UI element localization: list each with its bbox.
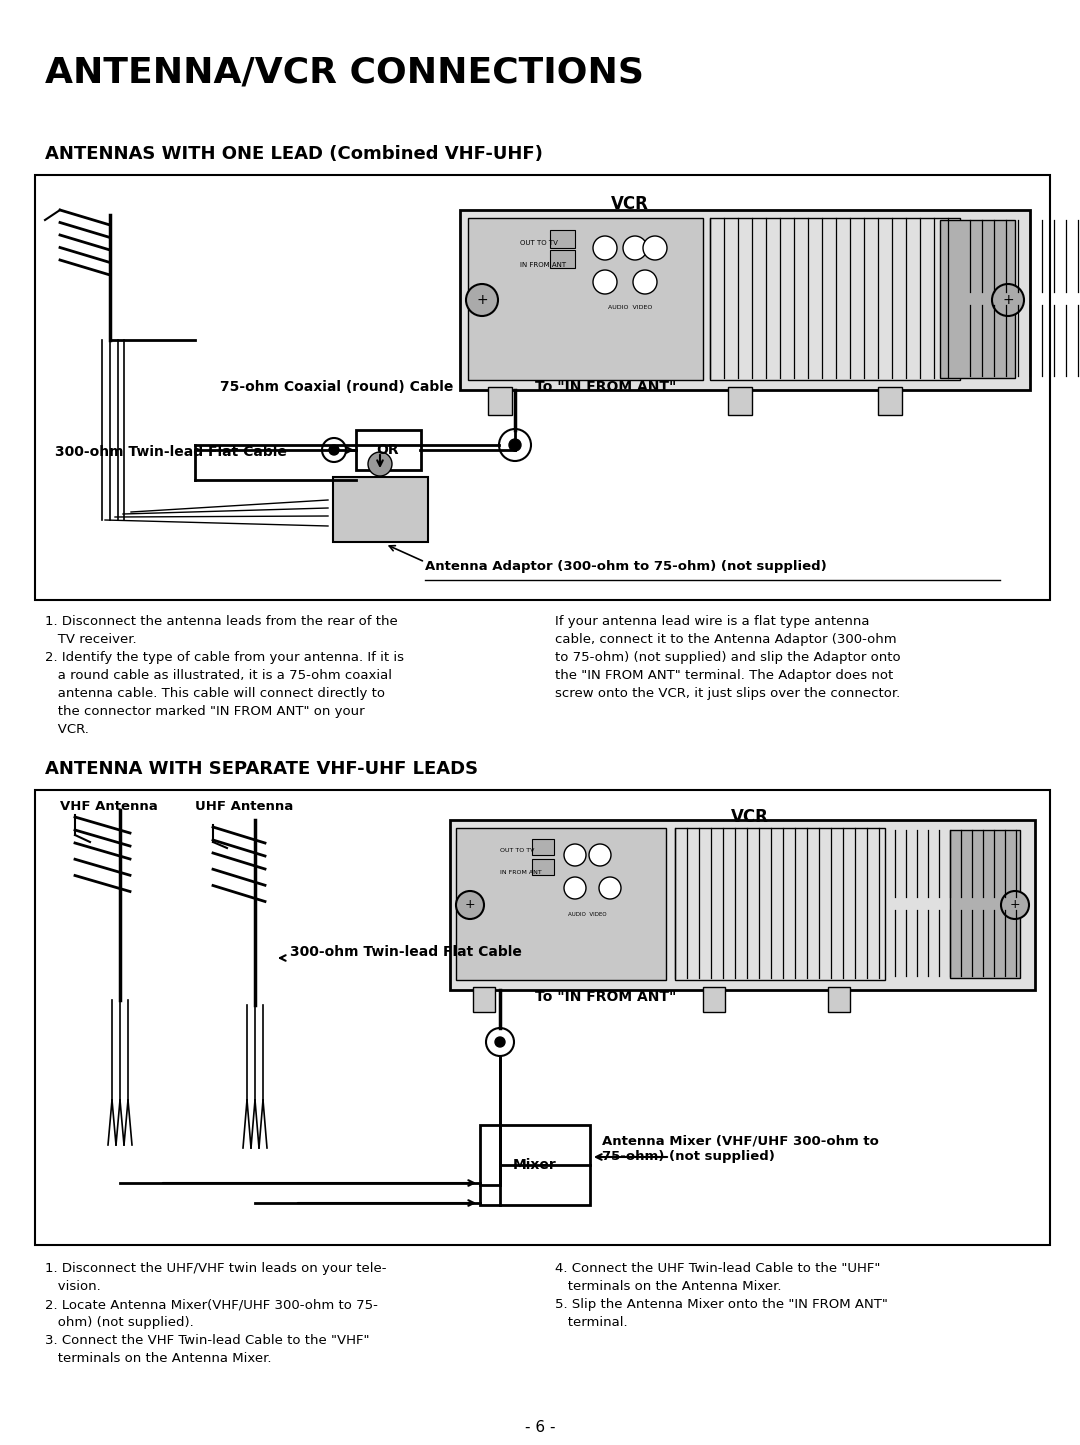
Text: ohm) (not supplied).: ohm) (not supplied). — [45, 1316, 193, 1329]
Text: IN FROM ANT: IN FROM ANT — [500, 870, 542, 876]
Text: vision.: vision. — [45, 1280, 100, 1293]
Bar — [473, 987, 495, 1011]
Text: Antenna Adaptor (300-ohm to 75-ohm) (not supplied): Antenna Adaptor (300-ohm to 75-ohm) (not… — [426, 561, 827, 574]
Text: ANTENNAS WITH ONE LEAD (Combined VHF-UHF): ANTENNAS WITH ONE LEAD (Combined VHF-UHF… — [45, 144, 543, 163]
Text: 4. Connect the UHF Twin-lead Cable to the "UHF": 4. Connect the UHF Twin-lead Cable to th… — [555, 1261, 880, 1274]
Circle shape — [643, 236, 667, 260]
Text: VCR: VCR — [731, 808, 769, 827]
Text: Mixer: Mixer — [513, 1157, 557, 1172]
Text: VCR.: VCR. — [45, 722, 89, 736]
Text: cable, connect it to the Antenna Adaptor (300-ohm: cable, connect it to the Antenna Adaptor… — [555, 633, 896, 646]
Circle shape — [599, 877, 621, 899]
Circle shape — [322, 438, 346, 462]
Text: 5. Slip the Antenna Mixer onto the "IN FROM ANT": 5. Slip the Antenna Mixer onto the "IN F… — [555, 1298, 888, 1311]
Circle shape — [465, 285, 498, 316]
Bar — [728, 387, 752, 415]
Text: 2. Identify the type of cable from your antenna. If it is: 2. Identify the type of cable from your … — [45, 652, 404, 665]
Text: +: + — [476, 293, 488, 306]
Bar — [828, 987, 850, 1011]
Text: 1. Disconnect the antenna leads from the rear of the: 1. Disconnect the antenna leads from the… — [45, 616, 397, 629]
Text: AUDIO  VIDEO: AUDIO VIDEO — [608, 305, 652, 311]
Text: If your antenna lead wire is a flat type antenna: If your antenna lead wire is a flat type… — [555, 616, 869, 629]
Bar — [456, 828, 666, 980]
Bar — [940, 220, 1015, 379]
Circle shape — [993, 285, 1024, 316]
Bar — [675, 828, 885, 980]
Bar — [35, 790, 1050, 1246]
Bar — [468, 218, 703, 380]
Text: 300-ohm Twin-lead Flat Cable: 300-ohm Twin-lead Flat Cable — [291, 945, 522, 959]
Text: antenna cable. This cable will connect directly to: antenna cable. This cable will connect d… — [45, 686, 384, 699]
Text: VHF Antenna: VHF Antenna — [60, 801, 158, 814]
Text: the connector marked "IN FROM ANT" on your: the connector marked "IN FROM ANT" on yo… — [45, 705, 365, 718]
Circle shape — [633, 270, 657, 293]
Circle shape — [589, 844, 611, 866]
Circle shape — [509, 439, 521, 451]
Text: +: + — [1002, 293, 1014, 306]
Circle shape — [1001, 892, 1029, 919]
Circle shape — [564, 844, 586, 866]
Bar — [450, 819, 1035, 990]
Circle shape — [564, 877, 586, 899]
Text: - 6 -: - 6 - — [525, 1420, 555, 1435]
Text: terminals on the Antenna Mixer.: terminals on the Antenna Mixer. — [45, 1353, 271, 1366]
Bar — [460, 210, 1030, 390]
Bar — [532, 840, 554, 855]
Bar — [532, 858, 554, 876]
Bar — [356, 431, 421, 470]
Text: +: + — [464, 899, 475, 912]
Circle shape — [368, 452, 392, 475]
Text: AUDIO  VIDEO: AUDIO VIDEO — [568, 912, 607, 918]
Text: Antenna Mixer (VHF/UHF 300-ohm to
75-ohm) (not supplied): Antenna Mixer (VHF/UHF 300-ohm to 75-ohm… — [602, 1134, 879, 1163]
Bar — [488, 387, 512, 415]
Circle shape — [593, 270, 617, 293]
Text: to 75-ohm) (not supplied) and slip the Adaptor onto: to 75-ohm) (not supplied) and slip the A… — [555, 652, 901, 665]
Circle shape — [495, 1038, 505, 1048]
Text: +: + — [1010, 899, 1021, 912]
Text: ANTENNA/VCR CONNECTIONS: ANTENNA/VCR CONNECTIONS — [45, 55, 644, 90]
Text: a round cable as illustrated, it is a 75-ohm coaxial: a round cable as illustrated, it is a 75… — [45, 669, 392, 682]
Text: terminals on the Antenna Mixer.: terminals on the Antenna Mixer. — [555, 1280, 782, 1293]
Text: terminal.: terminal. — [555, 1316, 627, 1329]
Text: 1. Disconnect the UHF/VHF twin leads on your tele-: 1. Disconnect the UHF/VHF twin leads on … — [45, 1261, 387, 1274]
Circle shape — [329, 445, 339, 455]
Text: 75-ohm Coaxial (round) Cable: 75-ohm Coaxial (round) Cable — [220, 380, 454, 394]
Text: UHF Antenna: UHF Antenna — [195, 801, 294, 814]
Text: 300-ohm Twin-lead Flat Cable: 300-ohm Twin-lead Flat Cable — [55, 445, 287, 460]
Text: 3. Connect the VHF Twin-lead Cable to the "VHF": 3. Connect the VHF Twin-lead Cable to th… — [45, 1334, 369, 1347]
Text: OUT TO TV: OUT TO TV — [500, 848, 535, 853]
Text: OUT TO TV: OUT TO TV — [519, 240, 558, 246]
Circle shape — [486, 1027, 514, 1056]
Text: IN FROM ANT: IN FROM ANT — [519, 262, 566, 267]
Bar — [950, 829, 1020, 978]
Bar — [480, 1126, 590, 1205]
Bar — [35, 175, 1050, 600]
Bar — [710, 218, 960, 380]
Text: the "IN FROM ANT" terminal. The Adaptor does not: the "IN FROM ANT" terminal. The Adaptor … — [555, 669, 893, 682]
Circle shape — [456, 892, 484, 919]
Text: TV receiver.: TV receiver. — [45, 633, 137, 646]
Bar — [550, 230, 575, 249]
Circle shape — [593, 236, 617, 260]
Bar — [550, 250, 575, 267]
Text: VCR: VCR — [611, 195, 649, 212]
Text: 2. Locate Antenna Mixer(VHF/UHF 300-ohm to 75-: 2. Locate Antenna Mixer(VHF/UHF 300-ohm … — [45, 1298, 378, 1311]
Text: screw onto the VCR, it just slips over the connector.: screw onto the VCR, it just slips over t… — [555, 686, 901, 699]
Circle shape — [623, 236, 647, 260]
Bar — [703, 987, 725, 1011]
Text: OR: OR — [377, 444, 400, 457]
Bar — [878, 387, 902, 415]
Text: To "IN FROM ANT": To "IN FROM ANT" — [535, 990, 676, 1004]
Text: To "IN FROM ANT": To "IN FROM ANT" — [535, 380, 676, 394]
Circle shape — [499, 429, 531, 461]
Bar — [333, 477, 428, 542]
Text: ANTENNA WITH SEPARATE VHF-UHF LEADS: ANTENNA WITH SEPARATE VHF-UHF LEADS — [45, 760, 478, 777]
